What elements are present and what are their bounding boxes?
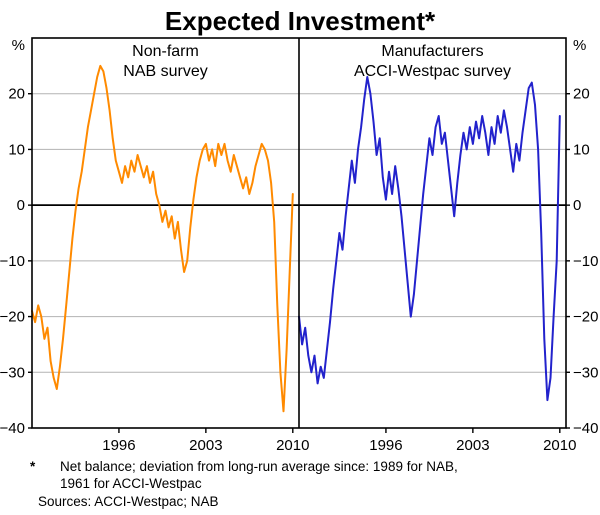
footnote-text: Net balance; deviation from long-run ave… (60, 458, 458, 492)
x-tick-label: 2010 (543, 437, 576, 454)
footnotes: * Net balance; deviation from long-run a… (0, 458, 600, 510)
x-tick-label: 2010 (276, 437, 309, 454)
right-panel-label-line1: Manufacturers (381, 43, 484, 60)
y-tick-label-left: 10 (8, 141, 25, 158)
right-panel-label-line2: ACCI-Westpac survey (353, 63, 512, 80)
y-tick-label-left: −30 (0, 364, 25, 381)
y-tick-label-left: −40 (0, 420, 25, 437)
y-unit-left: % (12, 37, 25, 54)
footnote-text-line2: 1961 for ACCI-Westpac (60, 476, 202, 491)
left-panel-label-line2: NAB survey (123, 63, 208, 80)
footnote-marker: * (30, 459, 36, 474)
nab-nonfarm-expected-investment-line (31, 64, 294, 413)
left-panel-label: Non-farm NAB survey (32, 42, 299, 82)
chart-canvas: 20 2010 100 0−10 −10−20 −20−30 −30−40 −40% %1996… (0, 37, 598, 454)
y-tick-label-right: −10 (573, 253, 598, 270)
y-tick-label-right: −30 (573, 364, 598, 381)
y-tick-label-left: 0 (17, 197, 25, 214)
y-tick-label-right: −20 (573, 309, 598, 326)
x-tick-label: 2003 (456, 437, 489, 454)
x-tick-label: 1996 (102, 437, 135, 454)
y-tick-label-right: 10 (573, 141, 590, 158)
right-panel-label: Manufacturers ACCI-Westpac survey (299, 42, 566, 82)
y-unit-right: % (573, 37, 586, 54)
sources-line: Sources: ACCI-Westpac; NAB (38, 494, 219, 509)
footnote-text-line1: Net balance; deviation from long-run ave… (60, 459, 458, 474)
left-panel-label-line1: Non-farm (132, 43, 199, 60)
y-tick-label-right: 0 (573, 197, 581, 214)
y-tick-label-right: −40 (573, 420, 598, 437)
x-tick-label: 2003 (189, 437, 222, 454)
footnote-row: * Net balance; deviation from long-run a… (0, 458, 600, 492)
y-tick-label-right: 20 (573, 86, 590, 103)
acci-westpac-manufacturers-expected-investment-line (298, 76, 561, 402)
x-tick-label: 1996 (369, 437, 402, 454)
y-tick-label-left: −20 (0, 309, 25, 326)
chart-title: Expected Investment* (164, 6, 436, 36)
y-tick-label-left: 20 (8, 86, 25, 103)
y-tick-label-left: −10 (0, 253, 25, 270)
